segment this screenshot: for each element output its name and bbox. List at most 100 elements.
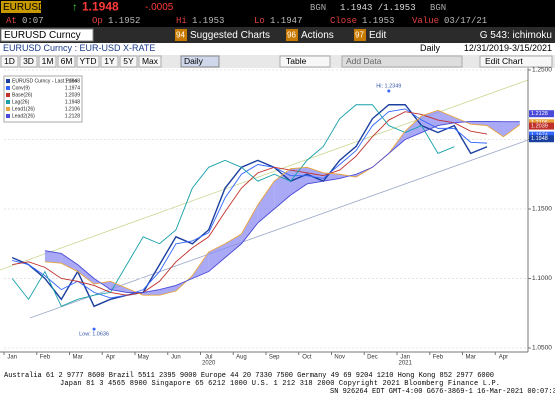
legend [3, 75, 83, 123]
lo-label: Lo [254, 16, 265, 26]
hi: 1.1953 [192, 16, 224, 26]
footer-line: SN 926264 EDT GMT-4:00 G676-3869-1 16-Ma… [330, 388, 555, 396]
cloud [143, 289, 160, 296]
footer-line: Australia 61 2 9777 8600 Brazil 5511 239… [4, 372, 494, 380]
legend-label: Conv(9) [12, 85, 30, 91]
legend-swatch [6, 114, 10, 118]
annotation: Hi: 1.2349 [376, 83, 401, 89]
x-tick-label: Sep [269, 355, 280, 361]
quote-bar [0, 0, 555, 27]
bid-ask: 1.1943 /1.1953 [340, 3, 416, 13]
y-tick-label: 1.2500 [532, 67, 552, 74]
x-tick-label: Dec [367, 355, 378, 361]
cloud [503, 121, 520, 137]
series-line [44, 120, 520, 293]
x-tick-label: Jul [205, 355, 213, 361]
range-label: 3D [23, 56, 34, 66]
x-tick-label: Aug [236, 355, 247, 361]
period-select[interactable] [180, 55, 220, 68]
x-tick-label: May [138, 355, 149, 361]
ticker: EURUSD [3, 2, 45, 13]
y-tick-label: 1.1000 [532, 275, 552, 282]
range-button[interactable] [119, 55, 138, 68]
price-tag [529, 110, 554, 118]
x-tick-label: Mar [73, 355, 83, 361]
range-button[interactable] [100, 55, 119, 68]
range-button[interactable] [138, 55, 162, 68]
actions[interactable]: Actions [301, 30, 334, 41]
cloud [290, 167, 307, 196]
range-button[interactable] [76, 55, 100, 68]
annotation-marker [92, 327, 96, 331]
legend-label: Lag(26) [12, 99, 30, 105]
legend-swatch [6, 107, 10, 111]
x-tick-label: Oct [302, 355, 312, 361]
footer-line: Japan 81 3 4565 8900 Singapore 65 6212 1… [60, 380, 500, 388]
series-line [11, 104, 488, 308]
price-tag [529, 122, 554, 130]
cloud [405, 115, 422, 140]
bid-label: BGN [310, 3, 326, 13]
price-tag [529, 135, 554, 143]
chart-id: G 543: ichimoku [480, 30, 552, 41]
cloud [159, 285, 176, 296]
range-button[interactable] [38, 55, 57, 68]
range-button[interactable] [19, 55, 38, 68]
table: Table [286, 56, 307, 66]
lo: 1.1947 [270, 16, 302, 26]
op: 1.1952 [108, 16, 140, 26]
op-label: Op [92, 16, 103, 26]
x-tick-label: Nov [334, 355, 345, 361]
series-line [12, 111, 488, 296]
actions-num: 96 [287, 31, 296, 40]
cloud [241, 204, 258, 244]
x-tick-label: Feb [433, 355, 444, 361]
at-label: At [6, 16, 17, 26]
table-button[interactable] [279, 55, 331, 68]
legend-swatch [6, 86, 10, 90]
cloud [274, 168, 291, 209]
cloud [208, 243, 226, 272]
cloud [61, 253, 78, 272]
ohlc-row: At 0:07 Op 1.1952 Hi 1.1953 Lo 1.1947 Cl… [6, 16, 487, 26]
price-tag-label: 1.2128 [531, 111, 548, 117]
ticker-box[interactable] [1, 1, 41, 13]
security-box[interactable] [0, 28, 94, 42]
security: EURUSD Curncy [4, 30, 81, 41]
range-button[interactable] [0, 55, 19, 68]
range-label: Max [142, 56, 159, 66]
legend-label: Lead2(26) [12, 113, 35, 119]
cloud [44, 250, 62, 264]
last-price: 1.1948 [82, 0, 119, 14]
cloud [77, 264, 95, 285]
add-data-field[interactable] [341, 55, 463, 68]
edit[interactable]: Edit [369, 30, 386, 41]
value-label: Value [412, 16, 439, 26]
range-button[interactable] [57, 55, 76, 68]
legend-value: 1.1974 [65, 85, 81, 91]
frequency: Daily [420, 43, 441, 53]
cloud [110, 281, 127, 293]
x-tick-label: Apr [499, 355, 508, 361]
value: 03/17/21 [444, 16, 487, 26]
legend-value: 1.1948 [65, 78, 81, 84]
price-tag-label: 1.2039 [531, 124, 548, 130]
at: 0:07 [22, 16, 44, 26]
hi-label: Hi [176, 16, 187, 26]
toolbar [0, 27, 555, 43]
price-tag [529, 131, 554, 139]
close: 1.1953 [362, 16, 394, 26]
series-line [44, 109, 521, 296]
x-tick-label: Jan [7, 355, 17, 361]
edit-num: 97 [355, 31, 364, 40]
legend-swatch [6, 93, 10, 97]
period: Daily [184, 56, 204, 66]
edit-chart-button[interactable] [479, 55, 553, 68]
y-tick-label: 1.0500 [532, 345, 552, 352]
year-label: 2020 [202, 361, 216, 367]
legend-value: 1.1948 [65, 99, 81, 105]
suggested-charts[interactable]: Suggested Charts [190, 30, 270, 41]
legend-label: Lead1(26) [12, 106, 35, 112]
